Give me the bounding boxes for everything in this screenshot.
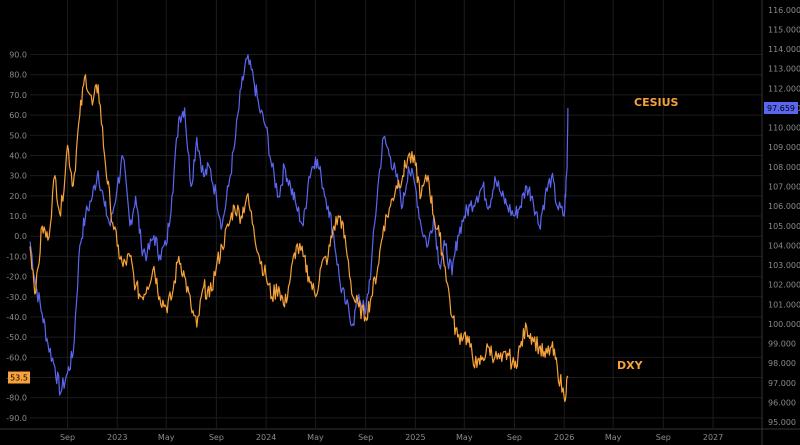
right-tick-label: 96.000 <box>768 398 796 407</box>
right-tick-label: 104.000 <box>768 241 800 250</box>
right-tick-label: 105.000 <box>768 222 800 231</box>
right-tick-label: 98.000 <box>768 359 796 368</box>
right-tick-label: 103.000 <box>768 261 800 270</box>
x-tick-label: May <box>307 433 324 442</box>
left-tick-label: 0.0 <box>14 232 27 241</box>
x-tick-label: May <box>456 433 473 442</box>
left-tick-label: 60.0 <box>9 111 27 120</box>
x-tick-label: Sep <box>209 433 224 442</box>
x-tick-label: May <box>158 433 175 442</box>
left-tick-label: -50.0 <box>6 333 27 342</box>
left-tick-label: 50.0 <box>9 131 27 140</box>
last-value-label-cesius: 53.5 <box>10 374 28 383</box>
series-line-cesius <box>29 74 569 403</box>
annotation-cesius: CESIUS <box>634 96 679 109</box>
left-tick-label: -10.0 <box>6 252 27 261</box>
right-tick-label: 102.000 <box>768 281 800 290</box>
left-tick-label: -30.0 <box>6 293 27 302</box>
left-tick-label: 70.0 <box>9 91 27 100</box>
x-tick-label: Sep <box>507 433 522 442</box>
right-tick-label: 106.000 <box>768 202 800 211</box>
x-axis: Sep 2023 May Sep 2024 May Sep 2025 May Sep 2026 May… <box>60 433 723 442</box>
x-tick-label: Sep <box>60 433 75 442</box>
right-tick-label: 99.000 <box>768 340 796 349</box>
left-tick-label: -40.0 <box>6 313 27 322</box>
left-tick-label: -20.0 <box>6 273 27 282</box>
x-tick-label: 2024 <box>256 433 276 442</box>
right-tick-label: 101.000 <box>768 300 800 309</box>
right-tick-label: 114.000 <box>768 45 800 54</box>
right-tick-label: 95.000 <box>768 418 796 427</box>
right-tick-label: 115.000 <box>768 25 800 34</box>
last-value-badge-cesius <box>8 371 30 384</box>
left-tick-label: 20.0 <box>9 192 27 201</box>
left-tick-label: 40.0 <box>9 151 27 160</box>
x-tick-label: Sep <box>656 433 671 442</box>
x-tick-label: 2026 <box>554 433 574 442</box>
series-labels: 97.659 53.5 CESIUS DXY <box>8 96 798 384</box>
series-line-dxy <box>29 54 569 396</box>
series-lines <box>29 54 569 403</box>
x-tick-label: May <box>605 433 622 442</box>
x-tick-label: Sep <box>358 433 373 442</box>
right-tick-label: 113.000 <box>768 65 800 74</box>
right-tick-label: 100.000 <box>768 320 800 329</box>
right-tick-label: 107.000 <box>768 183 800 192</box>
left-tick-label: -60.0 <box>6 353 27 362</box>
left-axis: 90.0 80.0 70.0 60.0 50.0 40.0 30.0 20.0 10.0 0.0 -… <box>6 51 27 423</box>
left-tick-label: 30.0 <box>9 172 27 181</box>
right-tick-label: 109.000 <box>768 143 800 152</box>
left-tick-label: -80.0 <box>6 394 27 403</box>
left-tick-label: -90.0 <box>6 414 27 423</box>
x-tick-label: 2027 <box>703 433 723 442</box>
right-tick-label: 112.000 <box>768 84 800 93</box>
x-tick-label: 2023 <box>107 433 127 442</box>
right-tick-label: 116.000 <box>768 6 800 15</box>
right-tick-label: 97.000 <box>768 379 796 388</box>
right-tick-label: 110.000 <box>768 124 800 133</box>
right-axis: 116.000115.000114.000113.000112.000111.0… <box>768 6 800 427</box>
last-value-badge-dxy <box>764 101 798 114</box>
left-tick-label: 90.0 <box>9 51 27 60</box>
last-value-label-dxy: 97.659 <box>767 104 795 113</box>
annotation-dxy: DXY <box>617 359 644 372</box>
x-tick-label: 2025 <box>405 433 425 442</box>
left-tick-label: 10.0 <box>9 212 27 221</box>
left-tick-label: 80.0 <box>9 71 27 80</box>
right-tick-label: 108.000 <box>768 163 800 172</box>
